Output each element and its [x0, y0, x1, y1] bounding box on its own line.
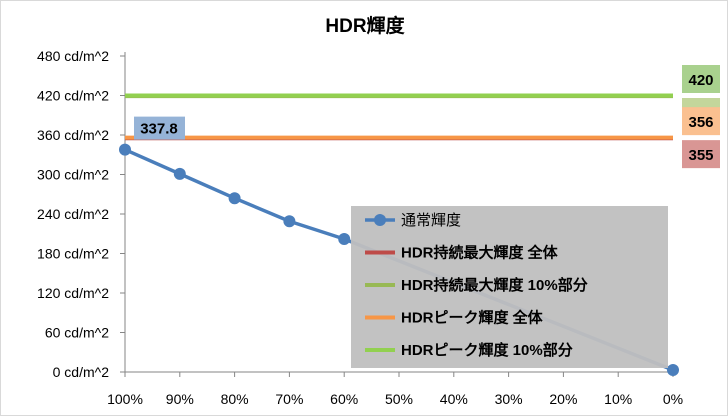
x-tick-label: 10%: [604, 391, 632, 407]
legend-entry: HDRピーク輝度 全体: [401, 309, 544, 327]
value-label-box: [682, 140, 720, 169]
value-label: 420: [688, 72, 713, 89]
data-point: [173, 167, 186, 180]
y-tick-label: 480 cd/m^2: [37, 48, 109, 64]
x-tick-label: 90%: [166, 391, 194, 407]
data-label-box: [134, 116, 185, 140]
y-tick-label: 120 cd/m^2: [37, 285, 109, 301]
data-point: [667, 364, 679, 377]
chart-title: HDR輝度: [325, 14, 405, 37]
data-point: [119, 143, 131, 156]
axes: 0 cd/m^2 60 cd/m^2 120 cd/m^2 180 cd/m^2 240…: [37, 48, 683, 407]
x-tick-label: 50%: [385, 391, 413, 407]
data-labels: 420419356355337.8: [134, 65, 720, 169]
legend-marker: [374, 214, 386, 226]
data-label: 337.8: [140, 121, 178, 138]
data-point: [228, 192, 241, 205]
y-tick-label: 360 cd/m^2: [37, 127, 109, 143]
value-label: 356: [688, 114, 713, 131]
legend-entry: 通常輝度: [401, 212, 461, 229]
x-tick-label: 40%: [440, 391, 468, 407]
data-point: [283, 215, 296, 228]
x-tick-label: 80%: [221, 391, 249, 407]
y-tick-label: 420 cd/m^2: [37, 88, 109, 104]
y-tick-label: 60 cd/m^2: [45, 325, 109, 341]
x-tick-label: 30%: [495, 391, 523, 407]
y-tick-label: 240 cd/m^2: [37, 206, 109, 222]
legend: 通常輝度 HDR持続最大輝度 全体 HDR持続最大輝度 10%部分 HDRピーク輝度 …: [351, 206, 668, 368]
legend-entry: HDR持続最大輝度 10%部分: [401, 276, 588, 294]
value-label: 355: [688, 147, 713, 164]
y-tick-label: 0 cd/m^2: [53, 364, 110, 380]
legend-box: [351, 206, 668, 368]
x-tick-label: 0%: [663, 391, 683, 407]
y-tick-label: 300 cd/m^2: [37, 167, 109, 183]
x-tick-label: 20%: [549, 391, 577, 407]
value-label-box: [682, 107, 720, 136]
x-tick-label: 70%: [275, 391, 303, 407]
value-label-box: [682, 65, 720, 93]
x-tick-label: 100%: [107, 391, 143, 407]
data-point: [338, 233, 351, 246]
legend-entry: HDR持続最大輝度 全体: [401, 244, 559, 262]
y-tick-label: 180 cd/m^2: [37, 246, 109, 262]
x-tick-label: 60%: [330, 391, 358, 407]
legend-entry: HDRピーク輝度 10%部分: [401, 341, 573, 359]
